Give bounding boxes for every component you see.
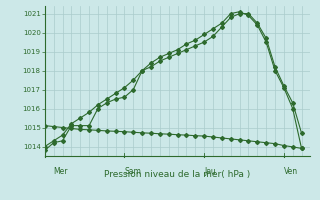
- Text: Mer: Mer: [54, 167, 68, 176]
- X-axis label: Pression niveau de la mer( hPa ): Pression niveau de la mer( hPa ): [104, 170, 251, 179]
- Text: Ven: Ven: [284, 167, 298, 176]
- Text: Sam: Sam: [124, 167, 141, 176]
- Text: Jeu: Jeu: [204, 167, 216, 176]
